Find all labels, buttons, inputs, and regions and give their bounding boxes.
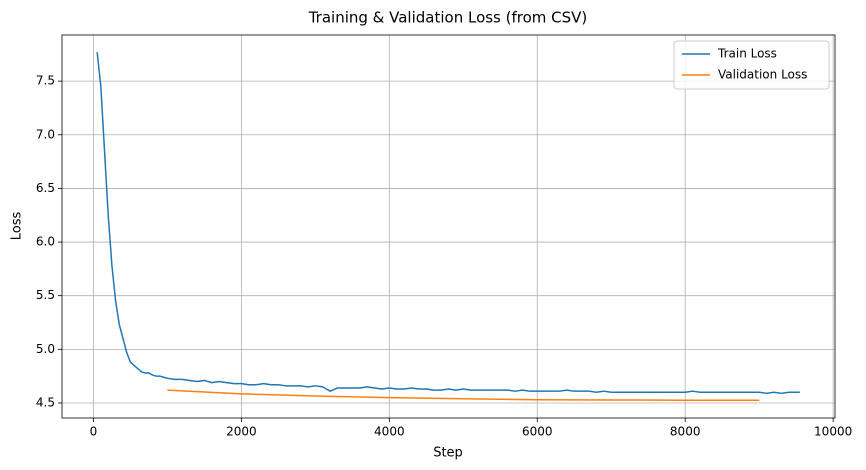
x-tick-label: 6000 <box>522 425 553 439</box>
y-tick-label: 4.5 <box>36 395 55 409</box>
plot-frame <box>61 34 836 419</box>
y-tick-label: 5.5 <box>36 288 55 302</box>
y-tick-label: 7.5 <box>36 74 55 88</box>
y-tick-label: 5.0 <box>36 342 55 356</box>
legend-label: Validation Loss <box>718 68 807 82</box>
x-tick-label: 8000 <box>670 425 701 439</box>
y-axis-label: Loss <box>10 212 25 241</box>
x-tick-label: 10000 <box>814 425 852 439</box>
x-tick-label: 0 <box>90 425 98 439</box>
chart-title: Training & Validation Loss (from CSV) <box>308 9 588 27</box>
x-tick-label: 2000 <box>226 425 257 439</box>
legend-label: Train Loss <box>717 47 777 61</box>
line-series <box>167 389 760 402</box>
line-series <box>96 52 800 395</box>
y-tick-label: 7.0 <box>36 127 55 141</box>
x-tick-label: 4000 <box>374 425 405 439</box>
y-tick-label: 6.5 <box>36 181 55 195</box>
legend-box <box>673 40 830 90</box>
y-tick-label: 6.0 <box>36 235 55 249</box>
x-axis-label: Step <box>433 446 463 461</box>
